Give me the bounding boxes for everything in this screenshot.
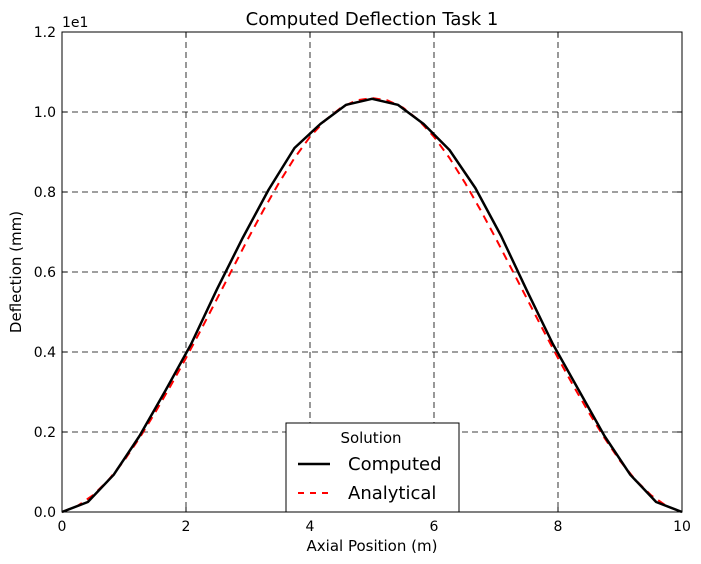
legend-title: Solution [340, 429, 401, 447]
chart-title: Computed Deflection Task 1 [246, 9, 499, 30]
x-tick-label: 6 [430, 519, 439, 535]
legend-label-computed: Computed [348, 454, 442, 475]
grid [62, 32, 682, 512]
legend-box [285, 422, 460, 513]
series-line-computed [61, 97, 683, 514]
x-axis-title: Axial Position (m) [307, 537, 438, 555]
y-axis-title: Deflection (mm) [7, 211, 25, 333]
x-tick-label: 10 [673, 519, 691, 535]
ticks: 0 2 4 6 8 10 0.0 0.2 0.4 0.6 0.8 1.0 1.2 [34, 25, 691, 535]
y-tick-label: 0.6 [34, 265, 56, 281]
y-tick-label: 1.0 [34, 105, 56, 121]
y-tick-label: 0.0 [34, 505, 56, 521]
legend-label-analytical: Analytical [348, 483, 436, 504]
y-tick-label: 0.2 [34, 425, 56, 441]
y-tick-label: 1.2 [34, 25, 56, 41]
x-tick-label: 4 [306, 519, 315, 535]
x-tick-label: 0 [58, 519, 67, 535]
y-offset-text: 1e1 [62, 15, 88, 31]
x-tick-label: 2 [182, 519, 191, 535]
x-tick-label: 8 [554, 519, 563, 535]
y-tick-label: 0.8 [34, 185, 56, 201]
series-layer [61, 97, 683, 514]
legend: Solution Computed Analytical [285, 422, 460, 513]
series-line-analytical [61, 97, 683, 513]
y-tick-label: 0.4 [34, 345, 56, 361]
